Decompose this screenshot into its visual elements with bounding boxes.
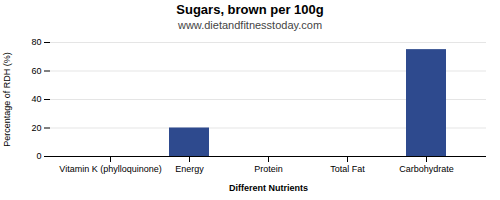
svg-text:Percentage of RDH (%): Percentage of RDH (%) <box>2 52 12 147</box>
svg-text:Different Nutrients: Different Nutrients <box>229 183 308 193</box>
svg-text:20: 20 <box>31 123 41 133</box>
svg-text:60: 60 <box>31 66 41 76</box>
svg-text:Energy: Energy <box>175 164 204 174</box>
svg-text:Vitamin K (phylloquinone): Vitamin K (phylloquinone) <box>59 164 161 174</box>
html-text:www.dietandfitnesstoday.com: www.dietandfitnesstoday.com <box>178 19 322 31</box>
svg-text:40: 40 <box>31 94 41 104</box>
svg-text:0: 0 <box>36 151 41 161</box>
svg-text:Total Fat: Total Fat <box>330 164 365 174</box>
svg-text:Carbohydrate: Carbohydrate <box>399 164 454 174</box>
html-text:Sugars, brown per 100g: Sugars, brown per 100g <box>176 2 324 17</box>
svg-text:Protein: Protein <box>254 164 283 174</box>
svg-text:80: 80 <box>31 37 41 47</box>
